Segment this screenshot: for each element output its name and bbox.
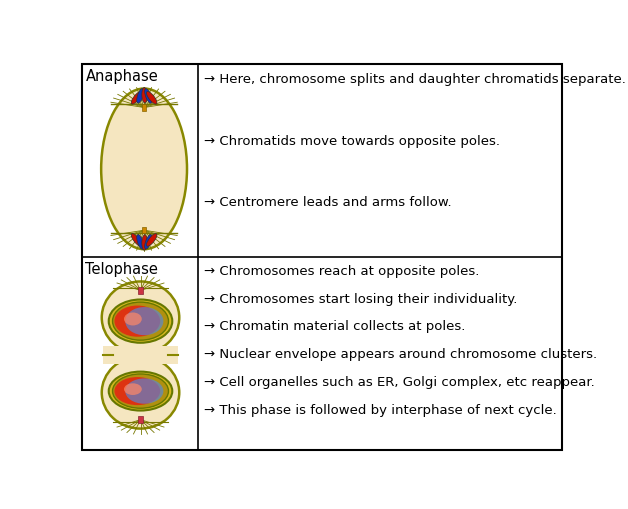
Text: → Chromosomes reach at opposite poles.: → Chromosomes reach at opposite poles.	[204, 265, 479, 278]
Text: → Chromatin material collects at poles.: → Chromatin material collects at poles.	[204, 320, 465, 333]
Ellipse shape	[114, 305, 160, 337]
Bar	[138, 416, 143, 423]
Ellipse shape	[124, 313, 142, 325]
Bar	[142, 104, 146, 110]
Ellipse shape	[109, 372, 172, 411]
Text: Anaphase: Anaphase	[85, 69, 158, 84]
Bar	[138, 287, 143, 294]
Ellipse shape	[125, 307, 163, 335]
Ellipse shape	[137, 235, 144, 249]
Ellipse shape	[102, 281, 179, 354]
Text: → Cell organelles such as ER, Golgi complex, etc reappear.: → Cell organelles such as ER, Golgi comp…	[204, 376, 595, 389]
Text: → Chromosomes start losing their individuality.: → Chromosomes start losing their individ…	[204, 293, 517, 305]
Ellipse shape	[146, 92, 157, 104]
Ellipse shape	[101, 89, 187, 249]
Text: → Chromatids move towards opposite poles.: → Chromatids move towards opposite poles…	[204, 134, 500, 148]
Text: → This phase is followed by interphase of next cycle.: → This phase is followed by interphase o…	[204, 404, 556, 417]
Ellipse shape	[112, 302, 168, 340]
Ellipse shape	[137, 89, 144, 103]
Bar	[142, 227, 146, 233]
Text: → Here, chromosome splits and daughter chromatids separate.: → Here, chromosome splits and daughter c…	[204, 73, 626, 87]
Ellipse shape	[102, 356, 179, 429]
Ellipse shape	[146, 234, 157, 246]
Ellipse shape	[144, 89, 152, 103]
Ellipse shape	[125, 378, 163, 404]
Ellipse shape	[142, 88, 147, 103]
Ellipse shape	[131, 234, 142, 246]
Ellipse shape	[131, 92, 142, 104]
Ellipse shape	[124, 383, 142, 395]
Text: → Centromere leads and arms follow.: → Centromere leads and arms follow.	[204, 196, 452, 209]
Ellipse shape	[114, 377, 160, 405]
Ellipse shape	[144, 235, 152, 249]
Text: → Nuclear envelope appears around chromosome clusters.: → Nuclear envelope appears around chromo…	[204, 348, 597, 361]
Ellipse shape	[109, 299, 172, 343]
Bar	[103, 346, 178, 364]
Text: Telophase: Telophase	[85, 262, 158, 277]
Ellipse shape	[142, 235, 147, 250]
Ellipse shape	[112, 374, 168, 408]
